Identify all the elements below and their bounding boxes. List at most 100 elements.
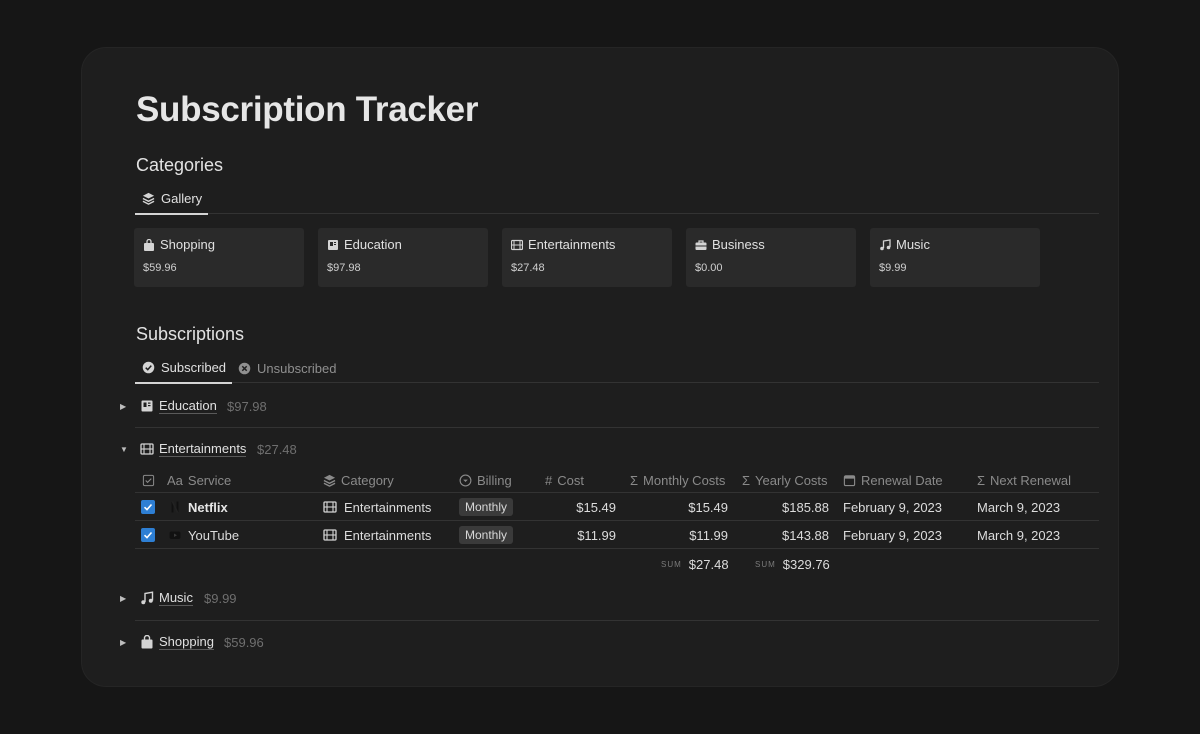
- divider: [135, 548, 1099, 549]
- tab-subscribed[interactable]: Subscribed: [135, 353, 233, 384]
- table-row[interactable]: YouTube Entertainments Monthly $11.99 $1…: [135, 520, 1099, 548]
- cell-category[interactable]: Entertainments: [323, 521, 431, 549]
- column-header-label: Monthly Costs: [643, 472, 726, 488]
- music-note-icon: [141, 591, 154, 605]
- group-label: Education: [159, 398, 217, 414]
- layers-icon: [142, 192, 155, 205]
- cell-service[interactable]: Netflix: [169, 493, 228, 521]
- table-row[interactable]: Netflix Entertainments Monthly $15.49 $1…: [135, 492, 1099, 520]
- card-amount: $0.00: [695, 262, 723, 274]
- shopping-bag-icon: [141, 635, 153, 649]
- card-name: Entertainments: [528, 237, 616, 252]
- categories-heading: Categories: [136, 155, 224, 175]
- cell-cost[interactable]: $11.99: [577, 527, 616, 543]
- column-header-billing[interactable]: Billing: [459, 468, 512, 492]
- x-circle-icon: [238, 362, 251, 374]
- column-header-category[interactable]: Category: [323, 468, 394, 492]
- check-circle-icon: [142, 361, 155, 374]
- caret-right-icon[interactable]: ▶: [120, 637, 127, 647]
- categories-tabs: Gallery: [135, 184, 1099, 215]
- cell-billing[interactable]: Monthly: [459, 521, 514, 549]
- sum-monthly[interactable]: SUM $27.48: [661, 556, 729, 572]
- column-header-label: Renewal Date: [861, 472, 943, 488]
- caret-right-icon[interactable]: ▶: [120, 593, 127, 603]
- cell-yearly[interactable]: $185.88: [782, 499, 829, 515]
- cell-monthly[interactable]: $15.49: [688, 499, 728, 515]
- column-header-service[interactable]: Aa Service: [167, 468, 231, 492]
- check-icon: [143, 531, 153, 539]
- category-card-business[interactable]: Business $0.00: [686, 228, 856, 287]
- group-total: $9.99: [204, 590, 237, 606]
- cell-billing[interactable]: Monthly: [459, 493, 514, 521]
- card-name: Education: [344, 237, 402, 252]
- select-circle-icon: [459, 474, 472, 486]
- sum-yearly[interactable]: SUM $329.76: [755, 556, 830, 572]
- cell-renewal[interactable]: February 9, 2023: [843, 499, 943, 515]
- group-total: $59.96: [224, 634, 264, 650]
- cell-category[interactable]: Entertainments: [323, 493, 431, 521]
- category-card-education[interactable]: Education $97.98: [318, 228, 488, 287]
- group-entertainments[interactable]: ▼ Entertainments $27.48: [120, 434, 1099, 464]
- checkbox-checked[interactable]: [141, 500, 155, 514]
- cell-next[interactable]: March 9, 2023: [977, 527, 1061, 543]
- column-header-renewal[interactable]: Renewal Date: [843, 468, 943, 492]
- group-total: $97.98: [227, 398, 267, 414]
- subscriptions-heading: Subscriptions: [136, 324, 245, 344]
- column-header-label: Category: [341, 472, 394, 488]
- column-header-label: Service: [187, 472, 232, 488]
- netflix-icon: [171, 501, 179, 513]
- category-card-music[interactable]: Music $9.99: [870, 228, 1040, 287]
- film-icon: [323, 529, 337, 541]
- checkbox-checked[interactable]: [141, 528, 155, 542]
- tab-unsubscribed-label: Unsubscribed: [257, 360, 337, 376]
- column-header-label: Next Renewal: [990, 472, 1071, 488]
- card-title: Education: [327, 237, 402, 252]
- group-label: Shopping: [159, 634, 214, 650]
- caret-right-icon[interactable]: ▶: [120, 401, 127, 411]
- cell-next[interactable]: March 9, 2023: [977, 499, 1061, 515]
- tab-unsubscribed[interactable]: Unsubscribed: [231, 353, 343, 383]
- formula-icon: Σ: [630, 472, 639, 488]
- briefcase-icon: [695, 239, 707, 250]
- cell-service[interactable]: YouTube: [169, 521, 239, 549]
- caret-down-icon[interactable]: ▼: [120, 444, 128, 454]
- column-header-cost[interactable]: # Cost: [545, 468, 584, 492]
- group-shopping[interactable]: ▶ Shopping $59.96: [120, 627, 1099, 657]
- formula-icon: Σ: [977, 472, 986, 488]
- group-education[interactable]: ▶ Education $97.98: [120, 391, 1099, 421]
- column-header-monthly[interactable]: Σ Monthly Costs: [630, 468, 725, 492]
- group-music[interactable]: ▶ Music $9.99: [120, 583, 1099, 613]
- cell-monthly[interactable]: $11.99: [689, 527, 728, 543]
- card-name: Business: [712, 237, 765, 252]
- cell-yearly[interactable]: $143.88: [782, 527, 829, 543]
- category-card-shopping[interactable]: Shopping $59.96: [134, 228, 304, 287]
- film-icon: [140, 443, 154, 455]
- column-header-next[interactable]: Σ Next Renewal: [977, 468, 1071, 492]
- shopping-bag-icon: [144, 238, 154, 251]
- category-link: Entertainments: [344, 527, 432, 543]
- group-total: $27.48: [257, 441, 297, 457]
- calendar-icon: [843, 474, 856, 486]
- column-select-all[interactable]: [142, 468, 155, 492]
- row-checkbox[interactable]: [141, 493, 155, 521]
- card-amount: $27.48: [511, 262, 545, 274]
- page-title: Subscription Tracker: [136, 90, 479, 129]
- card-amount: $97.98: [327, 262, 361, 274]
- cell-cost[interactable]: $15.49: [576, 499, 616, 515]
- category-card-entertainments[interactable]: Entertainments $27.48: [502, 228, 672, 287]
- column-header-label: Yearly Costs: [755, 472, 828, 488]
- page-window: Subscription Tracker Categories Gallery …: [82, 48, 1118, 686]
- divider: [135, 427, 1099, 428]
- card-name: Music: [896, 237, 930, 252]
- cell-renewal[interactable]: February 9, 2023: [843, 527, 943, 543]
- column-header-label: Billing: [477, 472, 512, 488]
- row-checkbox[interactable]: [141, 521, 155, 549]
- category-gallery: Shopping $59.96 Education $97.98 Enterta…: [134, 228, 1099, 288]
- sum-label: SUM: [755, 559, 776, 569]
- tab-gallery-label: Gallery: [161, 191, 203, 206]
- text-type-icon: Aa: [167, 472, 183, 488]
- column-header-yearly[interactable]: Σ Yearly Costs: [742, 468, 828, 492]
- number-type-icon: #: [545, 472, 553, 488]
- tab-gallery[interactable]: Gallery: [135, 184, 209, 215]
- sum-label: SUM: [661, 559, 682, 569]
